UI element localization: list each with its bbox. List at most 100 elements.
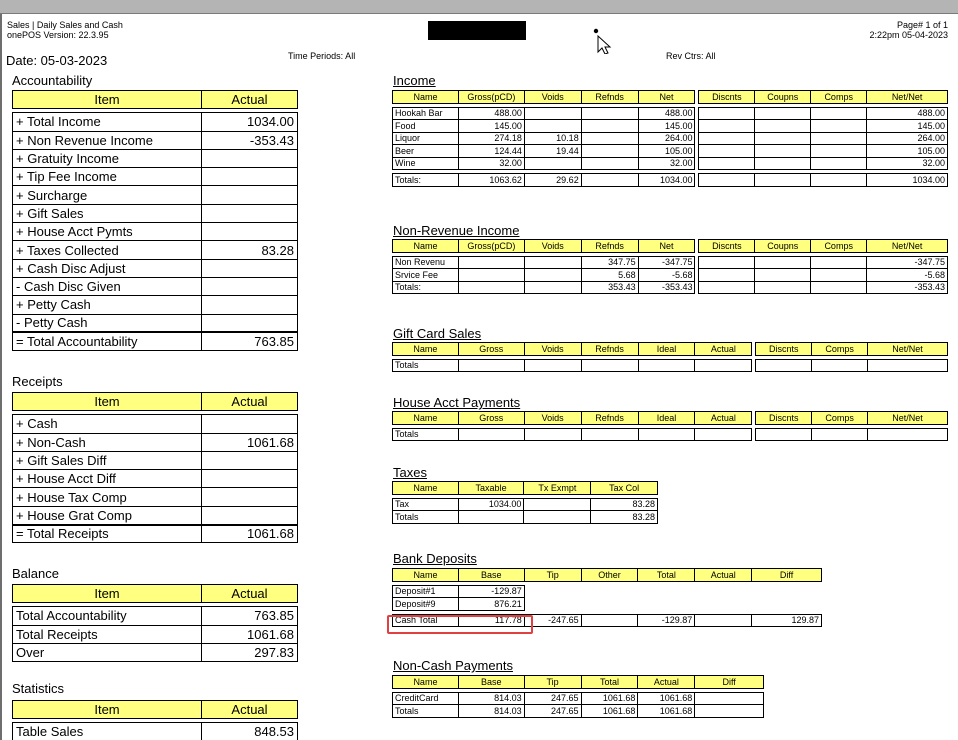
- table-cell: Totals: [392, 510, 459, 524]
- rev-ctrs: Rev Ctrs: All: [666, 51, 716, 61]
- table-cell: [867, 358, 948, 372]
- table-cell: 297.83: [201, 642, 298, 663]
- table-cell: [580, 119, 639, 133]
- column-header: Net/Net: [867, 342, 948, 356]
- totals-row: Totals: [392, 358, 948, 372]
- table-cell: + House Tax Comp: [12, 487, 202, 507]
- table-cell: 145.00: [637, 119, 696, 133]
- column-header: Discnts: [755, 411, 813, 425]
- table-cell: 1061.68: [637, 691, 696, 705]
- gift-card-table: Name Gross Voids Refnds Ideal Actual Discnts Co…: [392, 342, 948, 372]
- table-cell: [811, 358, 869, 372]
- table-cell: [580, 358, 639, 372]
- table-cell: -129.87: [457, 584, 525, 598]
- column-header: Discnts: [755, 342, 813, 356]
- table-cell: - Cash Disc Given: [12, 276, 202, 297]
- table-cell: + Petty Cash: [12, 295, 202, 315]
- table-cell: [637, 427, 696, 441]
- report-title: Sales | Daily Sales and Cash: [7, 20, 123, 30]
- table-cell: Srvice Fee: [392, 268, 459, 282]
- table-cell: Totals: [392, 358, 459, 372]
- totals-row: Totals: [392, 427, 948, 441]
- column-header: Name: [392, 342, 459, 356]
- col-actual: Actual: [201, 89, 298, 110]
- column-header: Coupns: [754, 239, 812, 253]
- window-title-bar: [0, 0, 958, 14]
- gift-card-title: Gift Card Sales: [393, 326, 482, 341]
- table-cell: Tax: [392, 497, 459, 511]
- table-cell: 29.62: [523, 173, 582, 187]
- table-cell: Totals: [392, 427, 459, 441]
- table-row: Srvice Fee 5.68 -5.68 -5.68: [392, 268, 948, 282]
- table-cell: CreditCard: [392, 691, 459, 705]
- table-cell: Total Receipts: [12, 624, 202, 644]
- table-cell: [580, 156, 639, 170]
- table-row: Deposit#1 -129.87: [392, 584, 822, 598]
- non-revenue-table: Name Gross(pCD) Voids Refnds Net Discnts Coupn…: [392, 239, 948, 294]
- table-cell: -247.65: [523, 613, 582, 627]
- table-cell: 488.00: [866, 106, 948, 120]
- column-header: Name: [392, 411, 459, 425]
- column-header: Diff: [751, 568, 822, 582]
- table-cell: [694, 691, 764, 705]
- table-cell: 814.03: [457, 691, 525, 705]
- table-cell: 247.65: [523, 691, 582, 705]
- mouse-pointer-icon: [593, 28, 612, 54]
- column-header: Net/Net: [867, 411, 948, 425]
- table-row: + Surcharge: [12, 185, 298, 205]
- column-header: Tip: [523, 568, 582, 582]
- receipts-table: Item Actual + Cash + Non-Cash 1061.68 + G…: [12, 391, 298, 544]
- table-cell: 763.85: [201, 331, 298, 352]
- table-cell: 353.43: [580, 280, 639, 294]
- table-cell: [695, 585, 752, 598]
- table-cell: [457, 427, 525, 441]
- table-row: + Non Revenue Income -353.43: [12, 130, 298, 150]
- table-cell: 1034.00: [201, 112, 298, 132]
- table-row: Over 297.83: [12, 642, 298, 663]
- table-row: + House Tax Comp: [12, 487, 298, 507]
- table-cell: [457, 255, 525, 269]
- table-cell: [523, 268, 582, 282]
- table-cell: [524, 585, 581, 598]
- non-revenue-title: Non-Revenue Income: [393, 223, 520, 238]
- table-row: Wine 32.00 32.00 32.00: [392, 156, 948, 170]
- table-cell: [754, 173, 812, 187]
- column-header: Tax Col: [590, 481, 658, 495]
- house-acct-title: House Acct Payments: [393, 395, 521, 410]
- table-cell: [457, 510, 525, 524]
- house-acct-table: Name Gross Voids Refnds Ideal Actual Discnts Co…: [392, 411, 948, 441]
- table-cell: 264.00: [637, 131, 696, 145]
- column-header: Actual: [694, 342, 753, 356]
- table-cell: [523, 358, 582, 372]
- page-number: Page# 1 of 1: [896, 20, 948, 30]
- table-cell: 264.00: [866, 131, 948, 145]
- table-cell: + House Acct Pymts: [12, 222, 202, 242]
- column-header: Total: [580, 675, 639, 689]
- table-cell: + Surcharge: [12, 185, 202, 205]
- table-cell: 32.00: [637, 156, 696, 170]
- table-cell: 105.00: [637, 144, 696, 158]
- table-cell: [695, 598, 752, 611]
- table-row: Total Receipts 1061.68: [12, 624, 298, 644]
- table-cell: 1061.68: [580, 691, 639, 705]
- table-cell: + House Acct Diff: [12, 469, 202, 489]
- table-cell: -353.43: [866, 280, 948, 294]
- table-cell: [580, 173, 639, 187]
- table-cell: [201, 258, 298, 278]
- column-header: Voids: [523, 239, 582, 253]
- table-cell: [580, 106, 639, 120]
- table-cell: + House Grat Comp: [12, 505, 202, 526]
- column-header: Net/Net: [866, 239, 948, 253]
- column-header: Gross: [457, 342, 525, 356]
- col-item: Item: [12, 391, 202, 412]
- table-cell: 105.00: [866, 144, 948, 158]
- column-header: Ideal: [637, 411, 696, 425]
- table-cell: [698, 131, 756, 145]
- table-cell: [810, 268, 868, 282]
- table-cell: [754, 131, 812, 145]
- table-cell: [201, 276, 298, 297]
- table-cell: 247.65: [523, 704, 582, 718]
- table-row: + Non-Cash 1061.68: [12, 432, 298, 452]
- table-cell: [524, 598, 581, 611]
- table-cell: 5.68: [580, 268, 639, 282]
